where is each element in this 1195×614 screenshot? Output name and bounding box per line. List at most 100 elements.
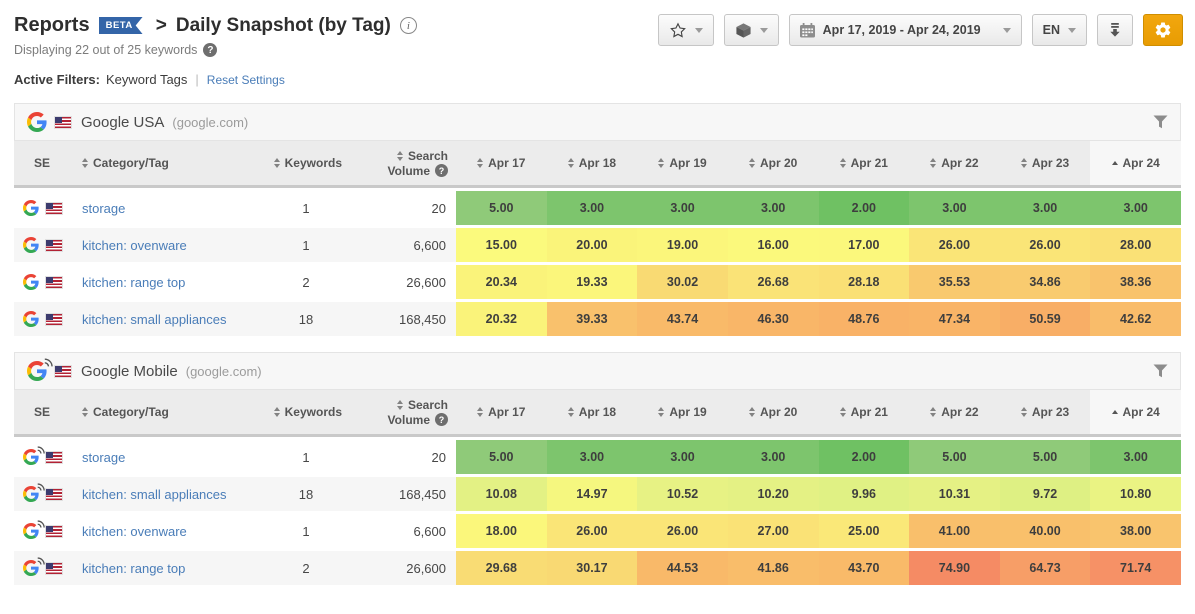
info-icon[interactable]: i [399, 17, 417, 34]
sort-icon [1020, 407, 1027, 417]
beta-badge: BETA [98, 16, 143, 35]
column-header-keywords[interactable]: Keywords [266, 141, 346, 185]
help-icon[interactable]: ? [435, 164, 448, 177]
category-tag-link[interactable]: storage [70, 191, 266, 225]
us-flag-icon [46, 488, 62, 500]
page-title: Reports [14, 14, 90, 36]
column-header-apr-18[interactable]: Apr 18 [547, 390, 638, 434]
category-tag-link[interactable]: kitchen: ovenware [70, 228, 266, 262]
help-icon[interactable]: ? [203, 43, 218, 57]
rank-heatmap-cell: 28.00 [1090, 228, 1181, 262]
us-flag-icon [46, 202, 62, 214]
column-header-label: Apr 23 [1031, 405, 1070, 419]
category-tag-link[interactable]: kitchen: ovenware [70, 514, 266, 548]
column-header-apr-17[interactable]: Apr 17 [456, 390, 547, 434]
category-tag-link[interactable]: kitchen: small appliances [70, 302, 266, 336]
rank-heatmap-cell: 3.00 [1090, 440, 1181, 474]
rank-heatmap-cell: 18.00 [456, 514, 547, 548]
keywords-count: 2 [266, 265, 346, 299]
rank-heatmap-cell: 15.00 [456, 228, 547, 262]
category-tag-link[interactable]: kitchen: range top [70, 265, 266, 299]
date-range-picker[interactable]: Apr 17, 2019 - Apr 24, 2019 [788, 14, 1022, 46]
column-header-apr-22[interactable]: Apr 22 [909, 141, 1000, 185]
google-icon [23, 237, 39, 253]
sort-icon [396, 150, 403, 161]
column-header-apr-19[interactable]: Apr 19 [637, 141, 728, 185]
column-header-search-volume[interactable]: Search Volume ? [346, 390, 456, 434]
column-header-apr-18[interactable]: Apr 18 [547, 141, 638, 185]
column-header-label: Apr 24 [1122, 405, 1160, 419]
column-header-apr-21[interactable]: Apr 21 [819, 141, 910, 185]
table-rows: storage 1 20 5.00 3.00 3.00 3.00 2.00 5.00 5.0… [14, 440, 1181, 585]
column-header-label: Keywords [284, 156, 342, 170]
column-header-apr-21[interactable]: Apr 21 [819, 390, 910, 434]
google-icon [23, 557, 45, 576]
column-header-keywords[interactable]: Keywords [266, 390, 346, 434]
column-header-apr-24[interactable]: Apr 24 [1090, 390, 1181, 434]
page-header: Reports BETA > Daily Snapshot (by Tag) i [14, 0, 1181, 37]
us-flag-icon [55, 116, 71, 128]
filter-icon[interactable] [1153, 115, 1168, 129]
report-sections: Google USA (google.com) SE Category/Tag … [14, 103, 1181, 585]
category-tag-link[interactable]: storage [70, 440, 266, 474]
column-header-apr-19[interactable]: Apr 19 [637, 390, 728, 434]
column-header-category-tag[interactable]: Category/Tag [70, 390, 266, 434]
help-icon[interactable]: ? [435, 413, 448, 426]
column-header-apr-23[interactable]: Apr 23 [1000, 141, 1091, 185]
settings-button[interactable] [1143, 14, 1183, 46]
rank-heatmap-cell: 30.17 [546, 551, 638, 585]
column-header-category-tag[interactable]: Category/Tag [70, 141, 266, 185]
column-header-apr-22[interactable]: Apr 22 [909, 390, 1000, 434]
category-tag-link[interactable]: kitchen: small appliances [70, 477, 266, 511]
calendar-icon [799, 22, 815, 38]
package-button[interactable] [723, 14, 779, 46]
mobile-signal-icon [37, 446, 45, 454]
column-header-apr-24[interactable]: Apr 24 [1090, 141, 1181, 185]
engine-name: Google USA [81, 113, 165, 131]
download-button[interactable] [1097, 14, 1133, 46]
rank-heatmap-cell: 40.00 [999, 514, 1091, 548]
filter-icon[interactable] [1153, 364, 1168, 378]
column-header-apr-23[interactable]: Apr 23 [1000, 390, 1091, 434]
rank-heatmap-cell: 28.18 [818, 265, 910, 299]
language-selector[interactable]: EN [1031, 14, 1087, 46]
engine-name: Google Mobile [81, 362, 178, 380]
sort-icon [273, 158, 280, 168]
table-rows: storage 1 20 5.00 3.00 3.00 3.00 2.00 3.00 3.0… [14, 191, 1181, 336]
language-value: EN [1042, 23, 1060, 37]
google-icon [23, 483, 45, 502]
rank-heatmap-cell: 50.59 [999, 302, 1091, 336]
sort-icon [477, 158, 484, 168]
row-engine-icons [14, 265, 70, 299]
sort-icon [658, 158, 665, 168]
favorites-button[interactable] [657, 14, 714, 46]
category-tag-link[interactable]: kitchen: range top [70, 551, 266, 585]
column-header-apr-20[interactable]: Apr 20 [728, 141, 819, 185]
search-volume-value: 168,450 [346, 477, 456, 511]
table-row: kitchen: small appliances 18 168,450 10.… [14, 477, 1181, 511]
reset-settings-link[interactable]: Reset Settings [206, 72, 285, 87]
search-volume-value: 6,600 [346, 228, 456, 262]
column-header-label: SE [33, 156, 50, 170]
chevron-down-icon [1002, 27, 1011, 33]
rank-heatmap-cell: 46.30 [727, 302, 819, 336]
us-flag-icon [46, 562, 62, 574]
row-engine-icons [14, 302, 70, 336]
column-header-label: Volume [387, 412, 430, 427]
engine-section-header: Google Mobile (google.com) [14, 352, 1181, 390]
column-header-apr-17[interactable]: Apr 17 [456, 141, 547, 185]
column-header-label: Apr 22 [941, 405, 979, 419]
mobile-signal-icon [44, 358, 53, 367]
column-header-apr-20[interactable]: Apr 20 [728, 390, 819, 434]
column-header-search-volume[interactable]: Search Volume ? [346, 141, 456, 185]
column-header-label: Apr 20 [760, 405, 798, 419]
column-header-label: Apr 19 [669, 156, 707, 170]
keywords-count: 1 [266, 191, 346, 225]
column-header-se: SE [14, 390, 70, 434]
column-header-label: Search [407, 148, 448, 163]
mobile-signal-icon [37, 520, 45, 528]
star-icon [669, 22, 687, 39]
sort-icon [82, 158, 88, 168]
chevron-down-icon [1068, 27, 1076, 33]
engine-domain: (google.com) [172, 114, 249, 130]
